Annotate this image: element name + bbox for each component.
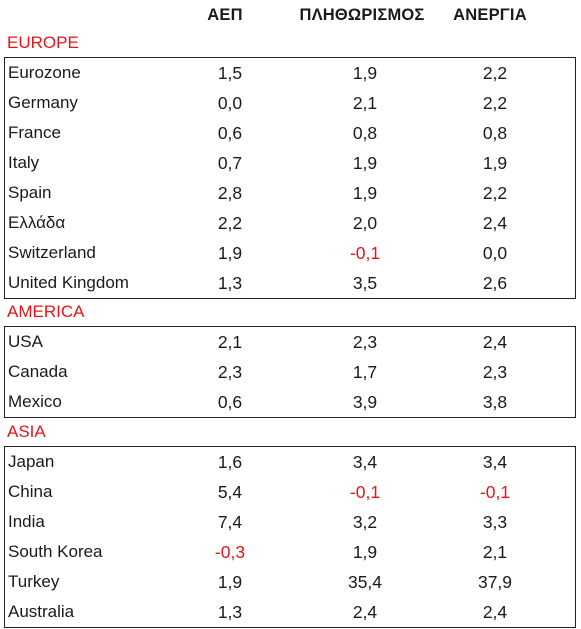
country-name: France xyxy=(8,123,61,142)
gdp-value: 7,4 xyxy=(217,512,243,532)
unemployment-value: 2,1 xyxy=(482,542,508,562)
table-row: Switzerland 1,9 -0,1 0,0 xyxy=(5,238,575,268)
unemployment-value: 2,6 xyxy=(482,273,508,293)
inflation-value: 3,4 xyxy=(352,452,378,472)
gdp-value: 1,3 xyxy=(217,602,243,622)
table-row: India 7,4 3,2 3,3 xyxy=(5,507,575,537)
table-row: Canada 2,3 1,7 2,3 xyxy=(5,357,575,387)
gdp-value: 0,7 xyxy=(217,153,243,173)
gdp-value: 2,1 xyxy=(217,332,243,352)
unemployment-value: 3,3 xyxy=(482,512,508,532)
gdp-value: 1,3 xyxy=(217,273,243,293)
unemployment-value: 2,2 xyxy=(482,93,508,113)
unemployment-value: 1,9 xyxy=(482,153,508,173)
table-row: South Korea -0,3 1,9 2,1 xyxy=(5,537,575,567)
inflation-value: 2,0 xyxy=(352,213,378,233)
country-name: USA xyxy=(8,332,43,351)
country-name: Ελλάδα xyxy=(8,213,66,232)
header-inflation: ΠΛΗΘΩΡΙΣΜΟΣ xyxy=(299,6,425,24)
unemployment-value: 2,2 xyxy=(482,63,508,83)
unemployment-value: 2,4 xyxy=(482,332,508,352)
region-label-asia: ASIA xyxy=(7,422,46,441)
country-name: Switzerland xyxy=(8,243,96,262)
unemployment-value: 3,4 xyxy=(482,452,508,472)
inflation-value: 1,9 xyxy=(352,153,378,173)
gdp-value: 0,0 xyxy=(217,93,243,113)
gdp-value: 5,4 xyxy=(217,482,243,502)
table-row: Turkey 1,9 35,4 37,9 xyxy=(5,567,575,597)
table-row: Mexico 0,6 3,9 3,8 xyxy=(5,387,575,417)
inflation-value: 2,3 xyxy=(352,332,378,352)
gdp-value: 1,9 xyxy=(217,572,243,592)
gdp-value: 2,2 xyxy=(217,213,243,233)
table-row: France 0,6 0,8 0,8 xyxy=(5,118,575,148)
inflation-value: -0,1 xyxy=(349,482,381,502)
unemployment-value: -0,1 xyxy=(479,482,511,502)
unemployment-value: 3,8 xyxy=(482,392,508,412)
country-name: Eurozone xyxy=(8,63,81,82)
header-gdp: ΑΕΠ xyxy=(207,6,243,24)
unemployment-value: 37,9 xyxy=(477,572,513,592)
unemployment-value: 2,4 xyxy=(482,213,508,233)
country-name: Spain xyxy=(8,183,52,202)
gdp-value: 2,3 xyxy=(217,362,243,382)
gdp-value: -0,3 xyxy=(214,542,246,562)
table-row: China 5,4 -0,1 -0,1 xyxy=(5,477,575,507)
inflation-value: 2,1 xyxy=(352,93,378,113)
inflation-value: 1,9 xyxy=(352,63,378,83)
inflation-value: -0,1 xyxy=(349,243,381,263)
country-name: United Kingdom xyxy=(8,273,129,292)
country-name: Italy xyxy=(8,153,40,172)
country-name: Australia xyxy=(8,602,75,621)
region-label-europe: EUROPE xyxy=(7,33,79,52)
table-row: Japan 1,6 3,4 3,4 xyxy=(5,447,575,477)
table-row: Australia 1,3 2,4 2,4 xyxy=(5,597,575,627)
country-name: Japan xyxy=(8,452,55,471)
country-name: Germany xyxy=(8,93,78,112)
country-name: Canada xyxy=(8,362,68,381)
gdp-value: 2,8 xyxy=(217,183,243,203)
gdp-value: 1,6 xyxy=(217,452,243,472)
unemployment-value: 2,4 xyxy=(482,602,508,622)
inflation-value: 2,4 xyxy=(352,602,378,622)
region-table-america: USA 2,1 2,3 2,4 Canada 2,3 1,7 2,3 Mexico 0,6 3,9 3… xyxy=(4,326,576,418)
country-name: Turkey xyxy=(8,572,60,591)
region-label-america: AMERICA xyxy=(7,302,85,321)
unemployment-value: 2,3 xyxy=(482,362,508,382)
inflation-value: 3,9 xyxy=(352,392,378,412)
inflation-value: 3,2 xyxy=(352,512,378,532)
unemployment-value: 0,8 xyxy=(482,123,508,143)
country-name: India xyxy=(8,512,45,531)
table-row: United Kingdom 1,3 3,5 2,6 xyxy=(5,268,575,298)
gdp-value: 0,6 xyxy=(217,123,243,143)
gdp-value: 0,6 xyxy=(217,392,243,412)
region-table-asia: Japan 1,6 3,4 3,4 China 5,4 -0,1 -0,1 India 7,4 3,… xyxy=(4,446,576,628)
table-row: Germany 0,0 2,1 2,2 xyxy=(5,88,575,118)
inflation-value: 3,5 xyxy=(352,273,378,293)
gdp-value: 1,5 xyxy=(217,63,243,83)
table-row: USA 2,1 2,3 2,4 xyxy=(5,327,575,357)
inflation-value: 35,4 xyxy=(347,572,383,592)
country-name: South Korea xyxy=(8,542,103,561)
country-name: Mexico xyxy=(8,392,62,411)
unemployment-value: 0,0 xyxy=(482,243,508,263)
inflation-value: 1,9 xyxy=(352,183,378,203)
inflation-value: 1,7 xyxy=(352,362,378,382)
country-name: China xyxy=(8,482,53,501)
table-row: Spain 2,8 1,9 2,2 xyxy=(5,178,575,208)
table-row: Italy 0,7 1,9 1,9 xyxy=(5,148,575,178)
unemployment-value: 2,2 xyxy=(482,183,508,203)
table-row: Ελλάδα 2,2 2,0 2,4 xyxy=(5,208,575,238)
gdp-value: 1,9 xyxy=(217,243,243,263)
inflation-value: 0,8 xyxy=(352,123,378,143)
region-table-europe: Eurozone 1,5 1,9 2,2 Germany 0,0 2,1 2,2 France 0… xyxy=(4,57,576,299)
inflation-value: 1,9 xyxy=(352,542,378,562)
table-row: Eurozone 1,5 1,9 2,2 xyxy=(5,58,575,88)
header-unemployment: ΑΝΕΡΓΙΑ xyxy=(453,6,527,24)
